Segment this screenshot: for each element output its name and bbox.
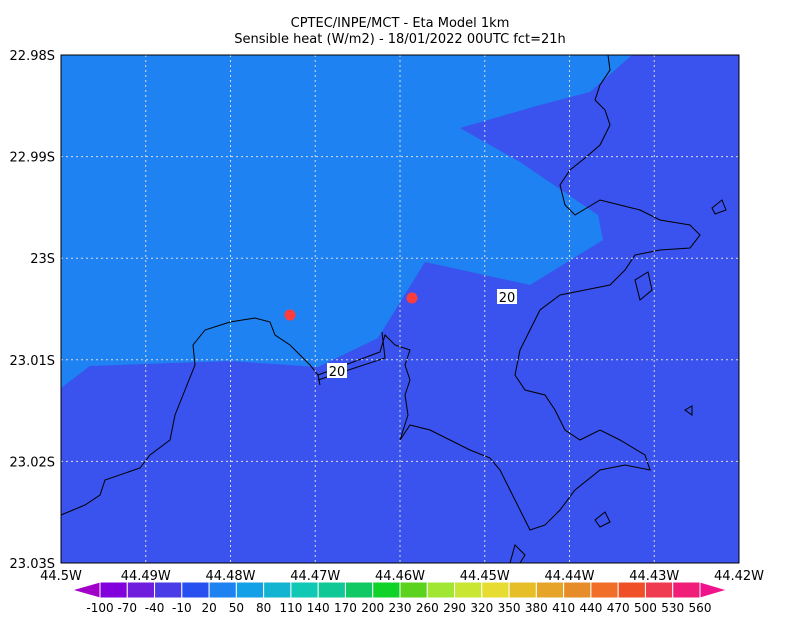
colorbar-box [563,581,592,599]
colorbar-label: 170 [334,601,357,615]
colorbar-box [99,581,128,599]
colorbar-box [508,581,537,599]
island [594,511,611,528]
colorbar-label: 380 [525,601,548,615]
colorbar-label: 350 [498,601,521,615]
colorbar-label: 410 [552,601,575,615]
colorbar-box [235,581,265,599]
colorbar-label: 440 [579,601,602,615]
contour-label-box [497,289,517,304]
colorbar-label: 260 [416,601,439,615]
colorbar-label: 530 [661,601,684,615]
colorbar-box [290,581,319,599]
colorbar-arrow [699,581,729,599]
x-axis-label: 44.44W [544,569,594,584]
colorbar-box [481,581,510,599]
station-marker [406,292,418,304]
x-axis-label: 44.45W [460,569,510,584]
island [711,199,727,215]
y-axis-label: 22.99S [10,151,55,166]
colorbar-label: 140 [307,601,330,615]
colorbar-label: 500 [634,601,657,615]
contour-label: 20 [329,365,346,380]
x-axis-label: 44.42W [714,569,764,584]
y-axis-label: 23.03S [10,557,55,572]
colorbar-box [181,581,210,599]
title-line: Sensible heat (W/m2) - 18/01/2022 00UTC … [234,32,566,47]
colorbar-box [344,581,374,599]
y-axis-label: 23S [30,252,55,267]
colorbar-label: -10 [172,601,192,615]
colorbar-label: 200 [361,601,384,615]
colorbar-label: -40 [145,601,165,615]
colorbar-label: -70 [117,601,137,615]
x-axis-label: 44.47W [290,569,340,584]
x-axis-label: 44.48W [205,569,255,584]
colorbar-label: 230 [389,601,412,615]
colorbar-box [317,581,346,599]
colorbar-box [154,581,183,599]
contour-label: 20 [499,291,516,306]
contour-label-box [327,363,347,378]
coastline [60,54,727,564]
y-axis-label: 23.02S [10,455,55,470]
island [634,271,653,301]
colorbar-box [126,581,156,599]
field-high [61,55,632,388]
x-axis-label: 44.5W [40,569,82,584]
colorbar-label: 320 [470,601,493,615]
colorbar-box [399,581,428,599]
y-axis-label: 23.01S [10,354,55,369]
x-axis-label: 44.49W [121,569,171,584]
colorbar-label: 290 [443,601,466,615]
station-marker [284,309,296,321]
colorbar-box [617,581,646,599]
x-axis-label: 44.43W [629,569,679,584]
colorbar-box [672,581,701,599]
island [684,405,693,416]
colorbar-box [208,581,237,599]
x-axis-label: 44.46W [375,569,425,584]
colorbar-label: 80 [256,601,271,615]
colorbar-box [263,581,292,599]
colorbar-label: 560 [689,601,712,615]
y-axis-label: 22.98S [10,49,55,64]
colorbar-label: 50 [229,601,244,615]
colorbar-label: -100 [86,601,113,615]
colorbar-box [454,581,483,599]
coast-west [60,317,321,516]
colorbar-box [590,581,619,599]
title-line: CPTEC/INPE/MCT - Eta Model 1km [291,16,510,31]
colorbar-label: 110 [279,601,302,615]
plot-frame [60,54,740,564]
colorbar-box [535,581,565,599]
colorbar-label: 20 [201,601,216,615]
coast-south [509,544,526,564]
plot-area [60,54,740,564]
coast-east [317,54,701,531]
colorbar-box [372,581,401,599]
colorbar-label: 470 [607,601,630,615]
colorbar-box [426,581,456,599]
colorbar-box [644,581,674,599]
